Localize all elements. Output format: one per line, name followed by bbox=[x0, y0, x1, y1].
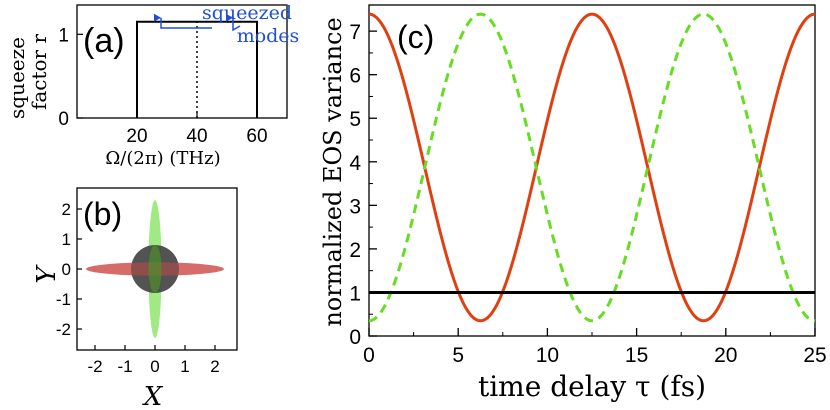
panel-c-ytick-label: 0 bbox=[349, 326, 361, 349]
panel-b-xtick-label: 2 bbox=[210, 357, 219, 376]
panel-c-ytick-label: 7 bbox=[349, 21, 361, 44]
panel-c-ytick-label: 1 bbox=[349, 282, 361, 305]
annotation-line1: squeezed bbox=[202, 2, 292, 24]
panel-b-ytick-label: 1 bbox=[62, 230, 71, 249]
panel-c-xtick-label: 10 bbox=[536, 344, 559, 367]
panel-c-ylabel: normalized EOS variance bbox=[319, 17, 347, 326]
panel-a-ytick-label: 0 bbox=[58, 109, 69, 130]
panel-c-xlabel: time delay τ (fs) bbox=[478, 370, 706, 403]
panel-b-ticks: -2 -1 0 1 2 -2 -1 0 1 2 bbox=[56, 200, 220, 376]
panel-a-xlabel: Ω/(2π) (THz) bbox=[105, 148, 220, 169]
panel-c-ytick-label: 3 bbox=[349, 195, 361, 218]
panel-b-ytick-label: -1 bbox=[56, 290, 71, 309]
panel-a-xtick-label: 20 bbox=[126, 126, 147, 147]
panel-a-ytick-label: 1 bbox=[58, 25, 69, 46]
panel-b-xtick-label: 0 bbox=[150, 357, 159, 376]
panel-c-series-0 bbox=[368, 12, 816, 323]
panel-a-frame bbox=[76, 4, 288, 119]
panel-c-ytick-label: 2 bbox=[349, 239, 361, 262]
panel-b-xlabel: X bbox=[142, 382, 164, 410]
annotation-arrow-left bbox=[154, 13, 212, 29]
panel-c-ytick-label: 6 bbox=[349, 65, 361, 88]
panel-b-ylabel: Y bbox=[32, 264, 62, 284]
panel-b-ytick-label: -2 bbox=[56, 320, 71, 339]
panel-c-series-1 bbox=[368, 12, 816, 323]
panel-c-ytick-label: 5 bbox=[349, 108, 361, 131]
panel-b-ytick-label: 2 bbox=[62, 200, 71, 219]
panel-a-ticks: 20 40 60 0 1 bbox=[58, 25, 267, 147]
panel-c-ticks: 0 5 10 15 20 25 0 1 2 3 4 5 6 7 bbox=[349, 21, 826, 367]
panel-a-ylabel-line1: squeeze bbox=[5, 37, 29, 119]
panel-c-ytick-label: 4 bbox=[349, 152, 361, 175]
panel-b-xtick-label: 1 bbox=[180, 357, 189, 376]
panel-a-xtick-label: 60 bbox=[246, 126, 267, 147]
panel-b-xtick-label: -2 bbox=[87, 357, 102, 376]
panel-c: 0 5 10 15 20 25 0 1 2 3 4 5 6 7 (c) time delay τ (fs)… bbox=[319, 4, 827, 403]
panel-a-lines bbox=[136, 20, 258, 118]
panel-c-xtick-label: 15 bbox=[625, 344, 648, 367]
panel-b: -2 -1 0 1 2 -2 -1 0 1 2 (b) X Y bbox=[32, 187, 238, 410]
panel-b-ytick-label: 0 bbox=[62, 260, 71, 279]
panel-b-label: (b) bbox=[83, 196, 122, 232]
panel-b-overlap-green bbox=[148, 245, 162, 293]
panel-c-frame bbox=[368, 4, 816, 337]
panel-b-xtick-label: -1 bbox=[117, 357, 132, 376]
panel-c-xtick-label: 20 bbox=[714, 344, 737, 367]
annotation-arrow-right bbox=[226, 13, 241, 32]
panel-a-xtick-label: 40 bbox=[186, 126, 207, 147]
annotation-line2: modes bbox=[237, 25, 300, 47]
panel-c-lines bbox=[368, 12, 816, 323]
panel-c-xtick-label: 0 bbox=[363, 344, 375, 367]
panel-c-xtick-label: 25 bbox=[803, 344, 826, 367]
panel-c-label: (c) bbox=[397, 19, 434, 55]
panel-a: 20 40 60 0 1 (a) squeezed modes Ω/(2π) (THz)… bbox=[5, 2, 299, 169]
panel-c-xtick-label: 5 bbox=[452, 344, 464, 367]
panel-b-shapes bbox=[86, 200, 224, 338]
panel-a-ylabel-line2: factor r bbox=[27, 34, 51, 111]
panel-a-label: (a) bbox=[83, 22, 125, 60]
